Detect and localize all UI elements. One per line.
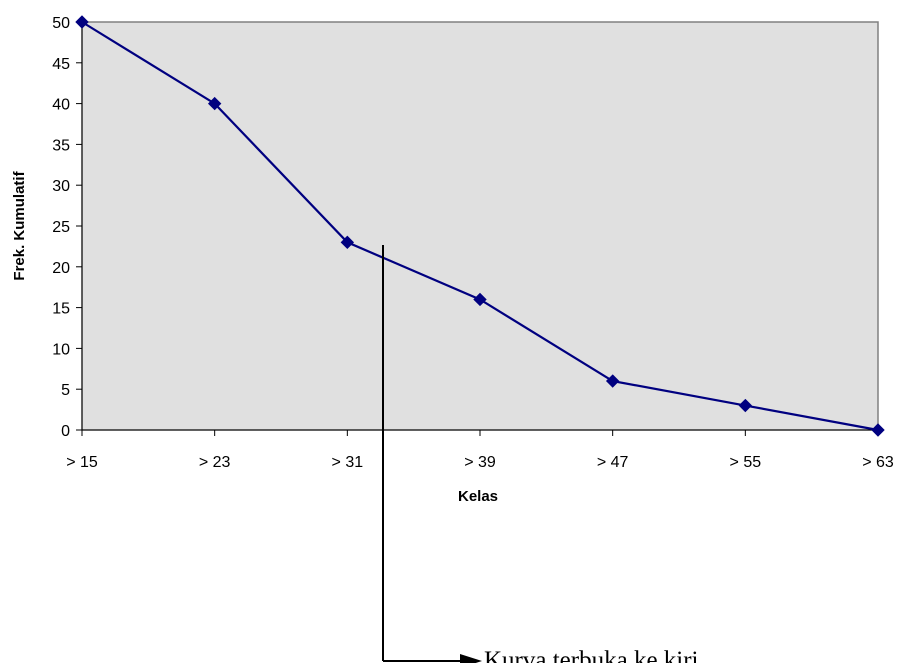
x-tick-label: > 39 [464, 454, 496, 471]
y-tick-label: 35 [52, 137, 70, 154]
y-tick-label: 45 [52, 56, 70, 73]
x-axis-ticks: > 15 > 23 > 31 > 39 > 47 > 55 > 63 [66, 430, 894, 471]
y-tick-label: 10 [52, 341, 70, 358]
x-tick-label: > 15 [66, 454, 98, 471]
x-tick-label: > 47 [597, 454, 629, 471]
y-tick-label: 40 [52, 97, 70, 114]
plot-area [81, 21, 879, 431]
annotation-arrowhead [460, 654, 482, 663]
data-point-marker [75, 15, 89, 29]
x-tick-label: > 55 [730, 454, 762, 471]
y-axis-ticks: 0 5 10 15 20 25 30 35 40 45 50 [52, 15, 82, 440]
y-tick-label: 25 [52, 219, 70, 236]
data-point-marker [605, 374, 620, 388]
x-tick-label: > 23 [199, 454, 231, 471]
y-axis-title: Frek. Kumulatif [11, 170, 28, 280]
y-tick-label: 20 [52, 260, 70, 277]
y-tick-label: 50 [52, 15, 70, 32]
annotation-text: Kurva terbuka ke kiri [484, 647, 699, 663]
data-point-marker [473, 292, 487, 307]
y-tick-label: 0 [61, 423, 70, 440]
data-point-marker [207, 96, 222, 111]
x-axis-title: Kelas [458, 488, 498, 505]
data-point-marker [340, 235, 355, 250]
series-layer [75, 15, 885, 437]
data-point-marker [871, 423, 885, 437]
y-tick-label: 5 [61, 382, 70, 399]
x-tick-label: > 31 [332, 454, 364, 471]
x-tick-label: > 63 [862, 454, 894, 471]
data-point-marker [738, 398, 753, 413]
y-tick-label: 30 [52, 178, 70, 195]
annotation: Kurva terbuka ke kiri [382, 245, 699, 663]
y-tick-label: 15 [52, 301, 70, 318]
